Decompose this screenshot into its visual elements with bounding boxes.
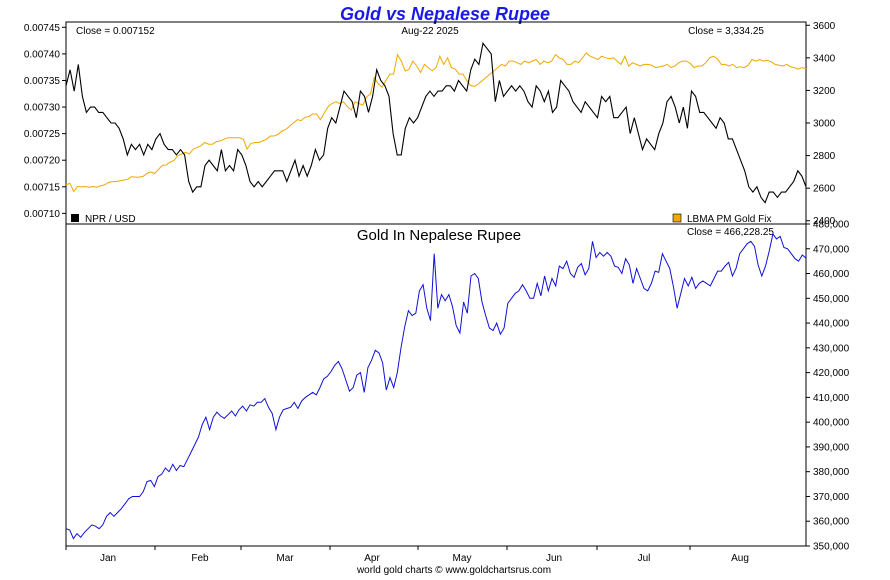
bottom-right-axis-ticks: 350,000 360,000 370,000 380,000 390,000 400,0… xyxy=(806,220,850,553)
bottom-tick-label: 380,000 xyxy=(813,467,850,478)
month-axis: Jan Feb Mar Apr May Jun Jul Aug xyxy=(65,546,749,564)
month-label: Mar xyxy=(276,553,294,564)
top-left-axis-ticks: 0.00710 0.00715 0.00720 0.00725 0.00730 0.007… xyxy=(24,23,66,220)
series-lines xyxy=(65,42,807,540)
npr-legend-swatch xyxy=(71,214,79,222)
bottom-tick-label: 460,000 xyxy=(813,269,850,280)
bottom-tick-label: 400,000 xyxy=(813,418,850,429)
top-right-axis-ticks: 2400 2600 2800 3000 3200 3400 3600 xyxy=(806,21,836,227)
top-panel-frame xyxy=(65,21,807,225)
bottom-close-label: Close = 466,228.25 xyxy=(687,227,774,238)
month-label: Jun xyxy=(546,553,562,564)
right-tick-label: 2400 xyxy=(813,216,836,227)
left-tick-label: 0.00730 xyxy=(24,103,61,114)
month-label: May xyxy=(453,553,472,564)
left-tick-label: 0.00710 xyxy=(24,209,61,220)
left-tick-label: 0.00740 xyxy=(24,49,61,60)
gold-legend-label: LBMA PM Gold Fix xyxy=(687,214,771,225)
bottom-tick-label: 360,000 xyxy=(813,517,850,528)
npr-close-label: Close = 0.007152 xyxy=(76,26,155,37)
bottom-panel-frame xyxy=(65,223,807,547)
date-label: Aug-22 2025 xyxy=(401,26,459,37)
month-label: Aug xyxy=(731,553,749,564)
left-tick-label: 0.00720 xyxy=(24,156,61,167)
left-tick-label: 0.00745 xyxy=(24,23,61,34)
bottom-tick-label: 410,000 xyxy=(813,393,850,404)
npr-usd-line xyxy=(65,42,807,204)
right-tick-label: 2600 xyxy=(813,184,836,195)
gold-legend-swatch xyxy=(672,213,682,223)
month-label: Feb xyxy=(191,553,209,564)
npr-legend-label: NPR / USD xyxy=(85,214,136,225)
bottom-tick-label: 390,000 xyxy=(813,442,850,453)
gold-price-line xyxy=(65,52,807,193)
month-label: Jul xyxy=(638,553,651,564)
gold-in-npr-line xyxy=(65,232,807,540)
bottom-panel-title: Gold In Nepalese Rupee xyxy=(357,227,521,244)
right-tick-label: 3400 xyxy=(813,53,836,64)
bottom-tick-label: 350,000 xyxy=(813,542,850,553)
bottom-tick-label: 370,000 xyxy=(813,492,850,503)
bottom-tick-label: 480,000 xyxy=(813,220,850,231)
chart-title: Gold vs Nepalese Rupee xyxy=(340,4,550,24)
footer-credit: world gold charts © www.goldchartsrus.co… xyxy=(356,565,551,575)
right-tick-label: 2800 xyxy=(813,151,836,162)
bottom-tick-label: 450,000 xyxy=(813,294,850,305)
month-label: Jan xyxy=(100,553,116,564)
left-tick-label: 0.00715 xyxy=(24,182,61,193)
right-tick-label: 3600 xyxy=(813,21,836,32)
month-label: Apr xyxy=(364,553,380,564)
right-tick-label: 3000 xyxy=(813,119,836,130)
bottom-tick-label: 470,000 xyxy=(813,244,850,255)
left-tick-label: 0.00735 xyxy=(24,76,61,87)
left-tick-label: 0.00725 xyxy=(24,129,61,140)
bottom-tick-label: 430,000 xyxy=(813,343,850,354)
gold-close-label: Close = 3,334.25 xyxy=(688,26,764,37)
bottom-tick-label: 420,000 xyxy=(813,368,850,379)
bottom-tick-label: 440,000 xyxy=(813,319,850,330)
right-tick-label: 3200 xyxy=(813,86,836,97)
